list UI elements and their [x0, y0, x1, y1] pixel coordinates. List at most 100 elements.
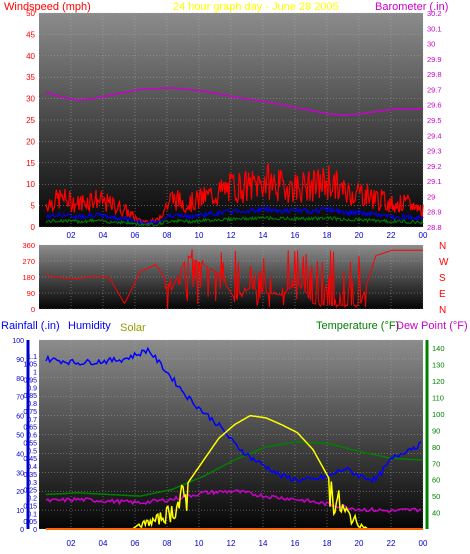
rainfall-tick-label: 0.25 [23, 488, 37, 495]
windspeed-tick-label: 15 [26, 159, 35, 168]
x-tick-label: 04 [99, 539, 108, 548]
direction-tick-label: 270 [22, 257, 35, 266]
x-tick-label: 16 [291, 231, 300, 240]
temperature-tick-label: 120 [432, 377, 445, 386]
humidity-tick-label: 50 [16, 433, 24, 440]
humidity-tick-label: 30 [16, 470, 24, 477]
windspeed-gust-line [45, 162, 424, 225]
humidity-tick-label: 70 [16, 395, 24, 402]
compass-label: N [439, 305, 446, 316]
temperature-tick-label: 130 [432, 361, 445, 370]
rainfall-tick-label: 0.8 [27, 401, 37, 408]
x-tick-label: 10 [195, 231, 204, 240]
compass-label: E [439, 289, 446, 300]
rainfall-tick-label: 1.05 [23, 362, 37, 369]
rainfall-tick-label: 0.4 [27, 464, 37, 471]
rainfall-tick-label: 0.65 [23, 425, 37, 432]
windspeed-tick-label: 50 [26, 9, 35, 18]
humidity-tick-label: 0 [20, 527, 24, 534]
wind-direction-line [45, 249, 423, 309]
barometer-tick-label: 29.3 [427, 147, 442, 156]
x-tick-label: 02 [67, 539, 76, 548]
dewpoint-axis-label: Dew Point (°F) [396, 320, 468, 332]
rainfall-tick-label: 0.35 [23, 472, 37, 479]
barometer-tick-label: 29.2 [427, 162, 442, 171]
rainfall-tick-label: 0.3 [27, 480, 37, 487]
barometer-tick-label: 30 [427, 40, 435, 49]
humidity-tick-label: 60 [16, 414, 24, 421]
barometer-tick-label: 29 [427, 192, 435, 201]
barometer-tick-label: 29.1 [427, 177, 442, 186]
temperature-tick-label: 60 [432, 476, 440, 485]
x-tick-label: 22 [387, 539, 396, 548]
temperature-tick-label: 90 [432, 426, 440, 435]
humidity-tick-label: 20 [16, 489, 24, 496]
x-tick-label: 00 [419, 539, 428, 548]
barometer-tick-label: 29.4 [427, 131, 442, 140]
barometer-tick-label: 29.6 [427, 101, 442, 110]
temperature-tick-label: 100 [432, 410, 445, 419]
x-tick-label: 08 [163, 539, 172, 548]
barometer-tick-label: 30.2 [427, 9, 442, 18]
temperature-tick-label: 140 [432, 344, 445, 353]
windspeed-tick-label: 40 [26, 52, 35, 61]
x-tick-label: 16 [291, 539, 300, 548]
x-tick-label: 20 [355, 539, 364, 548]
rainfall-tick-label: 0.2 [27, 496, 37, 503]
x-tick-label: 18 [323, 539, 332, 548]
x-tick-label: 14 [259, 539, 268, 548]
rainfall-tick-label: 0.7 [27, 417, 37, 424]
solar-axis-label: Solar [120, 322, 146, 334]
windspeed-tick-label: 20 [26, 137, 35, 146]
compass-label: W [439, 257, 449, 268]
temperature-tick-label: 40 [432, 509, 440, 518]
rainfall-tick-label: 0.1 [27, 511, 37, 518]
humidity-line [45, 346, 422, 484]
rainfall-tick-label: 0.15 [23, 503, 37, 510]
windspeed-tick-label: 30 [26, 95, 35, 104]
windspeed-tick-label: 35 [26, 73, 35, 82]
x-tick-label: 18 [323, 231, 332, 240]
temperature-line [45, 441, 424, 497]
windspeed-tick-label: 45 [26, 30, 35, 39]
x-tick-label: 22 [387, 231, 396, 240]
rainfall-tick-label: 0.9 [27, 385, 37, 392]
direction-tick-label: 0 [31, 305, 35, 314]
rainfall-tick-label: 0.75 [23, 409, 37, 416]
barometer-tick-label: 29.7 [427, 85, 442, 94]
rainfall-tick-label: 1.1 [27, 354, 37, 361]
dewpoint-line [45, 489, 422, 514]
barometer-tick-label: 29.8 [427, 70, 442, 79]
humidity-tick-label: 100 [12, 338, 24, 345]
x-tick-label: 06 [131, 231, 140, 240]
humidity-axis-label: Humidity [68, 320, 111, 332]
rainfall-tick-label: 0.55 [23, 440, 37, 447]
barometer-tick-label: 28.8 [427, 223, 442, 232]
temperature-tick-label: 110 [432, 394, 444, 403]
rainfall-tick-label: 0.85 [23, 393, 37, 400]
x-tick-label: 12 [227, 539, 236, 548]
windspeed-axis-label: Windspeed (mph) [4, 1, 91, 13]
rainfall-tick-label: 0 [33, 527, 37, 534]
barometer-tick-label: 30.1 [427, 24, 442, 33]
x-tick-label: 06 [131, 539, 140, 548]
chart-title: 24 hour graph day - June 28 2005 [173, 1, 339, 13]
temperature-tick-label: 80 [432, 443, 440, 452]
direction-tick-label: 90 [27, 289, 35, 298]
x-tick-label: 12 [227, 231, 236, 240]
windspeed-low-line [45, 215, 424, 228]
barometer-tick-label: 29.9 [427, 55, 442, 64]
rainfall-tick-label: 0.95 [23, 377, 37, 384]
rainfall-axis-label: Rainfall (.in) [1, 320, 60, 332]
temperature-tick-label: 50 [432, 492, 440, 501]
barometer-tick-label: 29.5 [427, 116, 442, 125]
rainfall-tick-label: 0.45 [23, 456, 37, 463]
windspeed-average-line [45, 205, 424, 227]
direction-tick-label: 360 [22, 241, 35, 250]
windspeed-tick-label: 10 [26, 180, 35, 189]
rainfall-tick-label: 0.6 [27, 433, 37, 440]
humidity-tick-label: 40 [16, 451, 24, 458]
humidity-tick-label: 80 [16, 376, 24, 383]
x-tick-label: 20 [355, 231, 364, 240]
